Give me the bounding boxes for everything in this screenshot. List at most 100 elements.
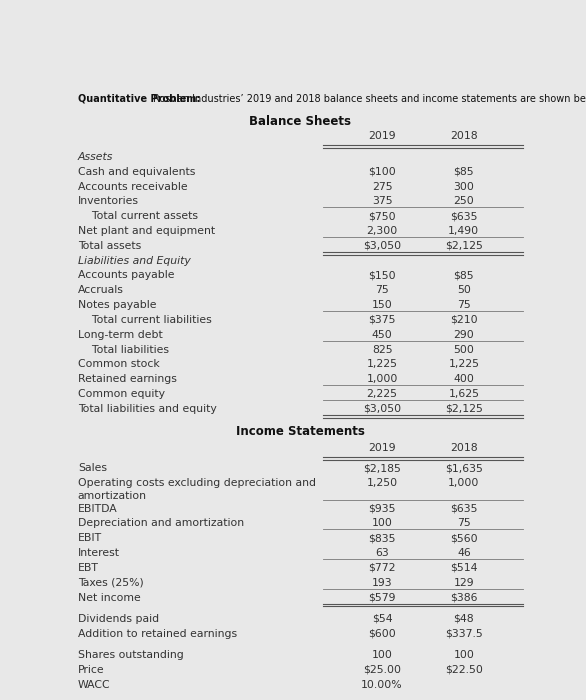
Text: $210: $210 (450, 315, 478, 325)
Text: Depreciation and amortization: Depreciation and amortization (78, 519, 244, 528)
Text: 275: 275 (372, 181, 393, 192)
Text: $514: $514 (450, 563, 478, 573)
Text: 2019: 2019 (368, 132, 396, 141)
Text: Sales: Sales (78, 463, 107, 473)
Text: $2,125: $2,125 (445, 404, 483, 414)
Text: Taxes (25%): Taxes (25%) (78, 578, 144, 588)
Text: 2018: 2018 (450, 132, 478, 141)
Text: Cash and equivalents: Cash and equivalents (78, 167, 195, 176)
Text: $2,185: $2,185 (363, 463, 401, 473)
Text: $635: $635 (450, 211, 478, 221)
Text: 75: 75 (457, 519, 471, 528)
Text: $935: $935 (369, 503, 396, 514)
Text: Addition to retained earnings: Addition to retained earnings (78, 629, 237, 638)
Text: 1,490: 1,490 (448, 226, 479, 236)
Text: 75: 75 (375, 286, 389, 295)
Text: $579: $579 (369, 592, 396, 603)
Text: $1,635: $1,635 (445, 463, 483, 473)
Text: Total current assets: Total current assets (78, 211, 198, 221)
Text: Net plant and equipment: Net plant and equipment (78, 226, 215, 236)
Text: Assets: Assets (78, 152, 113, 162)
Text: $3,050: $3,050 (363, 241, 401, 251)
Text: $2,125: $2,125 (445, 241, 483, 251)
Text: 500: 500 (454, 344, 474, 355)
Text: $386: $386 (450, 592, 478, 603)
Text: 100: 100 (372, 650, 393, 660)
Text: EBT: EBT (78, 563, 98, 573)
Text: 375: 375 (372, 197, 393, 206)
Text: Accounts payable: Accounts payable (78, 270, 174, 281)
Text: Total assets: Total assets (78, 241, 141, 251)
Text: 290: 290 (454, 330, 474, 340)
Text: 250: 250 (454, 197, 474, 206)
Text: Shares outstanding: Shares outstanding (78, 650, 183, 660)
Text: 1,000: 1,000 (366, 374, 398, 384)
Text: $835: $835 (369, 533, 396, 543)
Text: $54: $54 (372, 614, 393, 624)
Text: 150: 150 (372, 300, 393, 310)
Text: 300: 300 (454, 181, 474, 192)
Text: Balance Sheets: Balance Sheets (249, 116, 352, 128)
Text: 100: 100 (372, 519, 393, 528)
Text: $3,050: $3,050 (363, 404, 401, 414)
Text: 1,225: 1,225 (367, 359, 397, 370)
Text: Long-term debt: Long-term debt (78, 330, 162, 340)
Text: $375: $375 (369, 315, 396, 325)
Text: EBIT: EBIT (78, 533, 102, 543)
Text: Accruals: Accruals (78, 286, 124, 295)
Text: $100: $100 (368, 167, 396, 176)
Text: 825: 825 (372, 344, 393, 355)
Text: Price: Price (78, 665, 104, 675)
Text: $600: $600 (368, 629, 396, 638)
Text: 1,225: 1,225 (448, 359, 479, 370)
Text: Common equity: Common equity (78, 389, 165, 399)
Text: $635: $635 (450, 503, 478, 514)
Text: 1,000: 1,000 (448, 478, 479, 489)
Text: WACC: WACC (78, 680, 110, 689)
Text: $85: $85 (454, 270, 474, 281)
Text: 63: 63 (375, 548, 389, 558)
Text: 10.00%: 10.00% (361, 680, 403, 689)
Text: EBITDA: EBITDA (78, 503, 118, 514)
Text: $750: $750 (368, 211, 396, 221)
Text: $25.00: $25.00 (363, 665, 401, 675)
Text: 46: 46 (457, 548, 471, 558)
Text: Accounts receivable: Accounts receivable (78, 181, 188, 192)
Text: Liabilities and Equity: Liabilities and Equity (78, 256, 190, 266)
Text: Interest: Interest (78, 548, 120, 558)
Text: amortization: amortization (78, 491, 146, 501)
Text: Common stock: Common stock (78, 359, 159, 370)
Text: 2018: 2018 (450, 443, 478, 453)
Text: Quantitative Problem:: Quantitative Problem: (78, 94, 200, 104)
Text: $150: $150 (368, 270, 396, 281)
Text: Total liabilities and equity: Total liabilities and equity (78, 404, 217, 414)
Text: 1,625: 1,625 (448, 389, 479, 399)
Text: 2,225: 2,225 (367, 389, 397, 399)
Text: Income Statements: Income Statements (236, 425, 364, 438)
Text: $22.50: $22.50 (445, 665, 483, 675)
Text: Notes payable: Notes payable (78, 300, 156, 310)
Text: Rosnan Industries’ 2019 and 2018 balance sheets and income statements are shown : Rosnan Industries’ 2019 and 2018 balance… (153, 94, 586, 104)
Text: Total liabilities: Total liabilities (78, 344, 169, 355)
Text: 450: 450 (372, 330, 393, 340)
Text: $337.5: $337.5 (445, 629, 483, 638)
Text: $772: $772 (369, 563, 396, 573)
Text: Operating costs excluding depreciation and: Operating costs excluding depreciation a… (78, 478, 316, 489)
Text: 2019: 2019 (368, 443, 396, 453)
Text: 193: 193 (372, 578, 393, 588)
Text: 400: 400 (454, 374, 474, 384)
Text: 100: 100 (454, 650, 474, 660)
Text: Total current liabilities: Total current liabilities (78, 315, 212, 325)
Text: Net income: Net income (78, 592, 141, 603)
Text: 129: 129 (454, 578, 474, 588)
Text: Retained earnings: Retained earnings (78, 374, 176, 384)
Text: 50: 50 (457, 286, 471, 295)
Text: $85: $85 (454, 167, 474, 176)
Text: Dividends paid: Dividends paid (78, 614, 159, 624)
Text: $560: $560 (450, 533, 478, 543)
Text: $48: $48 (454, 614, 474, 624)
Text: Inventories: Inventories (78, 197, 139, 206)
Text: 75: 75 (457, 300, 471, 310)
Text: 2,300: 2,300 (366, 226, 398, 236)
Text: 1,250: 1,250 (366, 478, 398, 489)
